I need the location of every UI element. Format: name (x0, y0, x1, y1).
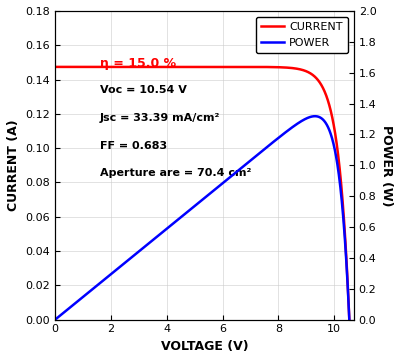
Line: CURRENT: CURRENT (55, 67, 349, 320)
POWER (188, 207, 193, 212)
POWER (347, 318, 352, 322)
POWER (338, 190, 343, 194)
POWER (68, 305, 72, 310)
CURRENT (347, 318, 352, 322)
Legend: CURRENT, POWER: CURRENT, POWER (256, 17, 348, 53)
CURRENT (196, 65, 200, 69)
CURRENT (338, 178, 343, 182)
CURRENT (338, 176, 343, 180)
POWER (313, 114, 318, 118)
Text: Jsc = 33.39 mA/cm²: Jsc = 33.39 mA/cm² (100, 113, 220, 123)
CURRENT (188, 65, 193, 69)
Text: Voc = 10.54 V: Voc = 10.54 V (100, 85, 187, 95)
Text: Aperture are = 70.4 cm²: Aperture are = 70.4 cm² (100, 168, 251, 178)
POWER (284, 129, 289, 134)
Line: POWER: POWER (55, 116, 349, 320)
POWER (196, 201, 200, 205)
Text: η = 15.0 %: η = 15.0 % (100, 57, 176, 70)
POWER (338, 189, 343, 193)
CURRENT (53, 65, 58, 69)
CURRENT (68, 65, 72, 69)
X-axis label: VOLTAGE (V): VOLTAGE (V) (161, 340, 248, 353)
Text: FF = 0.683: FF = 0.683 (100, 141, 167, 150)
POWER (53, 318, 58, 322)
CURRENT (284, 66, 289, 70)
Y-axis label: CURRENT (A): CURRENT (A) (7, 120, 20, 211)
Y-axis label: POWER (W): POWER (W) (380, 125, 393, 206)
